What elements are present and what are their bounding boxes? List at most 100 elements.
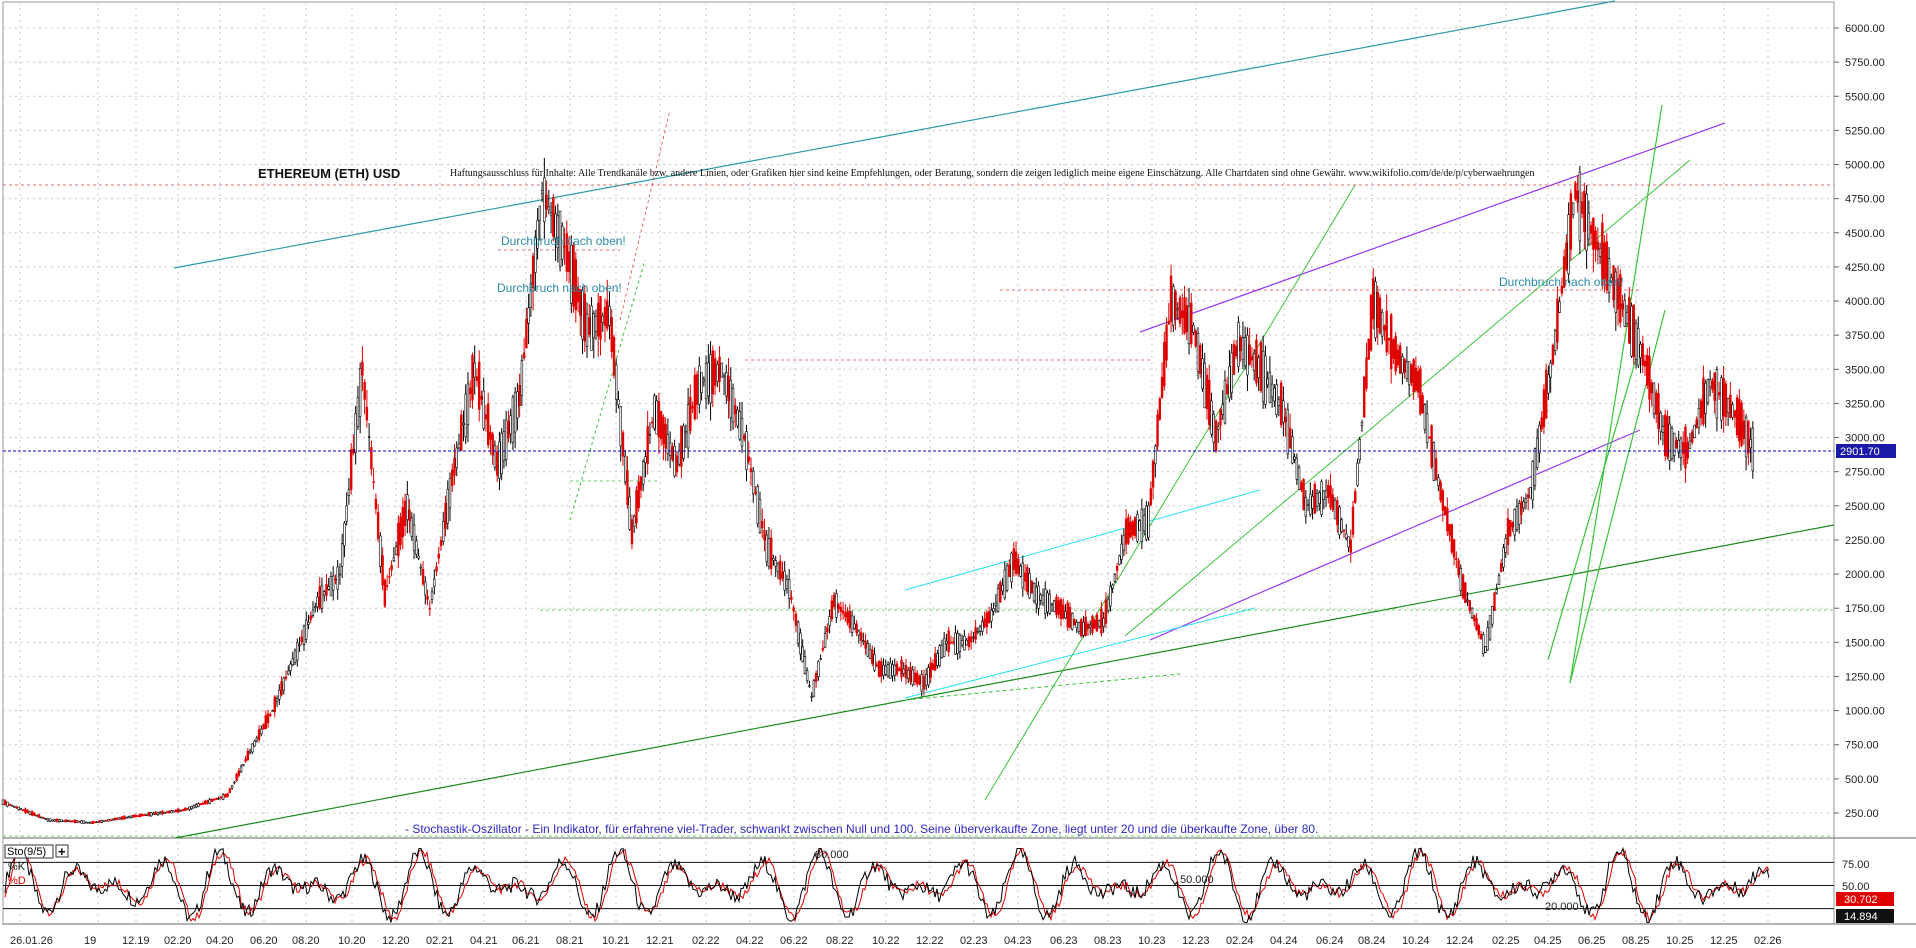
candle-body [253,740,256,747]
candle-body [280,681,283,695]
candle-body [835,593,838,618]
candle-body [1095,614,1099,632]
candle-body [1338,506,1341,536]
candle-body [1688,440,1692,449]
y-tick-label: 1250.00 [1845,671,1885,683]
candle-body [931,663,935,670]
candle-body [1349,539,1352,553]
annotation-breakout-2: Durchbruch nach oben! [497,281,622,295]
candle-body [392,557,396,561]
candle-body [1491,606,1494,625]
candle-body [1068,607,1072,628]
candle-body [466,383,470,426]
candle-body [96,821,99,823]
candle-body [4,800,7,806]
candle-body [192,805,196,809]
candle-body [1598,247,1602,257]
candle-body [181,809,184,812]
indicator-label-box[interactable] [4,844,54,859]
candle-body [1030,580,1033,594]
candle-body [1720,377,1723,421]
candle-body [549,212,553,216]
x-tick-label: 10.22 [872,935,900,947]
candle-body [1234,345,1238,357]
candle-body [1641,343,1644,366]
candle-body [354,412,357,453]
candle-body [1558,301,1561,313]
candle-body [527,307,530,324]
candle-body [1693,424,1696,438]
candle-body [1670,428,1674,459]
candle-body [817,661,820,677]
candle-body [1183,297,1186,334]
candle-body [370,447,373,470]
candle-body [257,729,261,741]
candle-body [1372,278,1375,320]
candle-body [500,432,503,474]
stochastic-panel [3,846,1834,923]
candle-body [116,818,119,820]
candle-body [646,426,649,464]
candle-body [513,392,517,433]
x-tick-label: 26.01.26 [10,935,53,947]
candle-body [1726,398,1730,413]
candle-body [73,819,77,823]
candle-body [1464,582,1467,604]
candle-body [594,315,598,332]
candle-body [650,421,654,424]
y-tick-label: 2750.00 [1845,467,1885,479]
candle-body [925,673,928,686]
candle-body [1504,538,1507,554]
y-tick-label: 750.00 [1845,740,1879,752]
y-tick-label: 3250.00 [1845,398,1885,410]
candle-body [983,618,986,628]
candle-body [958,634,962,652]
candle-body [1495,589,1498,594]
candle-body [918,675,921,685]
candle-body [224,794,227,798]
candle-body [1450,524,1454,553]
candle-body [462,423,465,425]
candle-body [1533,448,1537,486]
candle-body [325,584,328,596]
candle-body [1187,305,1191,345]
candle-body [1145,505,1148,540]
candle-body [1506,518,1510,546]
candle-body [143,814,146,816]
candle-body [390,565,393,571]
candle-body [615,364,618,400]
candle-body [976,630,980,633]
candle-body [87,821,90,824]
candle-body [698,365,701,405]
indicator-add-button[interactable] [55,844,69,858]
candle-body [1560,285,1564,294]
candle-body [444,502,447,530]
candle-body [145,813,148,816]
candle-body [132,814,135,818]
candle-body [1039,594,1042,601]
candle-body [862,640,865,642]
candle-body [177,808,180,813]
stoch-d-line [4,846,1770,923]
candle-body [664,423,667,449]
indicator-name: Sto(9/5) [7,846,46,858]
candle-body [394,546,398,556]
y-tick-label: 500.00 [1845,774,1879,786]
candle-body [511,396,515,443]
candle-body [230,785,234,789]
candle-body [1118,555,1121,565]
candle-body [46,818,50,822]
candle-body [1093,619,1096,629]
candle-body [307,621,310,625]
candle-body [709,354,712,404]
candle-body [1612,265,1615,301]
candle-body [1313,484,1317,514]
x-tick-label: 04.22 [736,935,764,947]
candle-body [1448,524,1451,536]
candle-body [1172,286,1175,326]
candle-body [907,669,910,679]
candle-body [1237,322,1240,367]
candle-body [278,689,281,700]
candle-body [662,416,665,445]
x-tick-label: 08.24 [1358,935,1386,947]
